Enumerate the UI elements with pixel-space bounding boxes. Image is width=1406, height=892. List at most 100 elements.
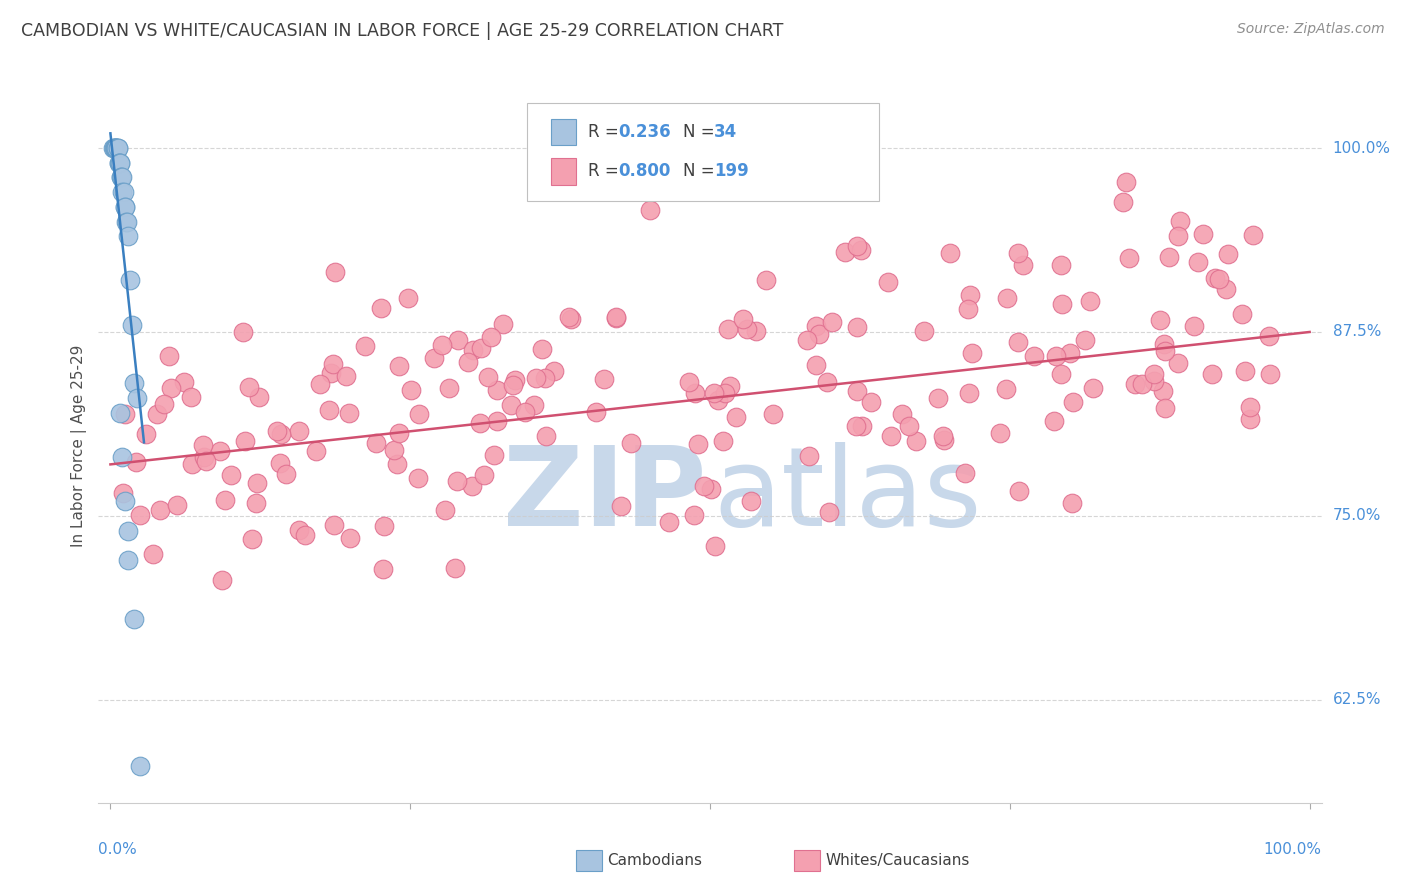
Point xyxy=(859,395,882,409)
Point xyxy=(117,229,139,244)
Text: 34: 34 xyxy=(714,123,738,141)
Point xyxy=(319,366,342,380)
Text: 0.800: 0.800 xyxy=(619,162,671,180)
Point xyxy=(309,376,332,391)
Point xyxy=(955,466,977,480)
Point xyxy=(1081,381,1104,395)
Point xyxy=(245,496,267,510)
Point xyxy=(148,502,170,516)
Point xyxy=(335,369,357,384)
Point xyxy=(114,494,136,508)
Text: R =: R = xyxy=(588,162,624,180)
Point xyxy=(110,170,132,185)
Point xyxy=(682,508,704,522)
Point xyxy=(995,291,1018,305)
Point xyxy=(118,273,141,287)
Point xyxy=(1043,414,1066,428)
Point xyxy=(129,508,152,522)
Point xyxy=(1143,367,1166,381)
Point xyxy=(114,200,136,214)
Point xyxy=(912,324,935,338)
Point xyxy=(1149,312,1171,326)
Point xyxy=(103,141,125,155)
Point xyxy=(806,319,828,334)
Point xyxy=(1011,258,1033,272)
Point xyxy=(240,533,263,547)
Point xyxy=(1060,496,1083,510)
Point xyxy=(1078,294,1101,309)
Point xyxy=(219,468,242,483)
Point xyxy=(693,479,716,493)
Point xyxy=(181,457,204,471)
Text: ZIP: ZIP xyxy=(503,442,706,549)
Point xyxy=(804,358,827,372)
Point xyxy=(1168,214,1191,228)
Point xyxy=(724,409,747,424)
Point xyxy=(610,499,633,513)
Point xyxy=(834,245,856,260)
Point xyxy=(1074,333,1097,347)
Point xyxy=(266,425,288,439)
Point xyxy=(1143,374,1166,388)
Point xyxy=(1154,401,1177,415)
Point xyxy=(323,517,346,532)
Point xyxy=(1182,319,1205,334)
Point xyxy=(851,419,873,434)
Point xyxy=(957,386,980,401)
Point xyxy=(731,311,754,326)
Point xyxy=(117,553,139,567)
Point xyxy=(524,371,547,385)
Text: Source: ZipAtlas.com: Source: ZipAtlas.com xyxy=(1237,22,1385,37)
Point xyxy=(318,403,340,417)
Point xyxy=(107,141,129,155)
Point xyxy=(388,425,411,440)
Point xyxy=(461,479,484,493)
Point xyxy=(233,434,256,448)
Point xyxy=(461,343,484,357)
Point xyxy=(513,405,536,419)
Point xyxy=(406,471,429,485)
Point xyxy=(159,381,181,395)
Point xyxy=(472,468,495,483)
Point xyxy=(717,322,740,336)
Point xyxy=(1059,345,1081,359)
Point xyxy=(145,408,167,422)
Point xyxy=(477,369,499,384)
Point xyxy=(905,434,928,449)
Point xyxy=(994,382,1017,396)
Point xyxy=(108,406,131,420)
Point xyxy=(706,392,728,407)
Point xyxy=(371,562,394,576)
Point xyxy=(846,239,869,253)
Point xyxy=(845,418,868,433)
Point xyxy=(557,310,579,325)
Point xyxy=(408,407,430,421)
Point xyxy=(880,429,903,443)
Point xyxy=(110,170,132,185)
Point xyxy=(484,448,506,462)
Text: 199: 199 xyxy=(714,162,749,180)
Point xyxy=(1201,367,1223,381)
Point xyxy=(1167,228,1189,243)
Point xyxy=(124,612,146,626)
Point xyxy=(232,325,254,339)
Point xyxy=(1154,344,1177,359)
Point xyxy=(744,324,766,338)
Point xyxy=(718,378,741,392)
Point xyxy=(1045,349,1067,363)
Point xyxy=(101,141,124,155)
Point xyxy=(1062,395,1084,409)
Point xyxy=(700,482,723,496)
Point xyxy=(439,381,461,395)
Point xyxy=(433,502,456,516)
Text: R =: R = xyxy=(588,123,624,141)
Point xyxy=(288,424,311,438)
Point xyxy=(245,475,267,490)
Point xyxy=(821,315,844,329)
Point xyxy=(560,311,582,326)
Point xyxy=(703,385,725,400)
Point xyxy=(1115,175,1137,189)
Point xyxy=(1153,336,1175,351)
Point xyxy=(366,435,388,450)
Point xyxy=(845,320,868,334)
